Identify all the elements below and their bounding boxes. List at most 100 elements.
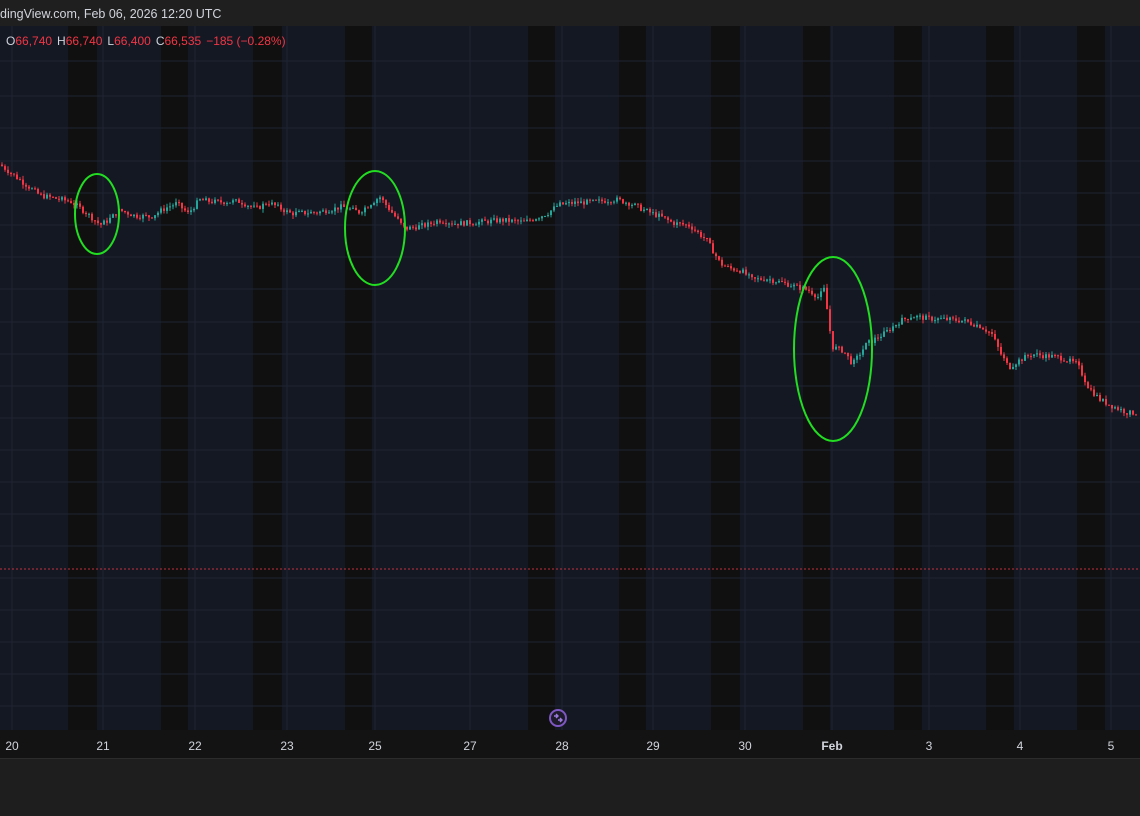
candle-up bbox=[436, 220, 438, 224]
candle-up bbox=[334, 207, 336, 212]
candle-down bbox=[1123, 409, 1125, 414]
replay-icon[interactable] bbox=[549, 709, 567, 727]
candle-down bbox=[877, 337, 879, 339]
off-hours-band bbox=[803, 26, 830, 730]
bottom-panel bbox=[0, 758, 1140, 816]
candle-down bbox=[682, 222, 684, 225]
candle-up bbox=[556, 205, 558, 207]
candle-down bbox=[1108, 404, 1110, 406]
candle-up bbox=[835, 346, 837, 350]
candle-up bbox=[976, 324, 978, 327]
candle-up bbox=[586, 199, 588, 205]
candle-down bbox=[355, 207, 357, 211]
candle-down bbox=[667, 217, 669, 220]
candle-up bbox=[748, 274, 750, 276]
candle-up bbox=[103, 220, 105, 225]
candle-down bbox=[97, 220, 99, 224]
candle-down bbox=[220, 200, 222, 203]
candle-down bbox=[610, 202, 612, 204]
x-tick-label: Feb bbox=[821, 739, 843, 753]
candle-up bbox=[475, 224, 477, 226]
candle-down bbox=[1081, 365, 1083, 376]
candle-up bbox=[277, 204, 279, 206]
x-tick-label: 5 bbox=[1107, 739, 1115, 753]
candle-down bbox=[442, 222, 444, 224]
candle-down bbox=[1039, 353, 1041, 356]
candle-down bbox=[997, 339, 999, 347]
candle-up bbox=[823, 287, 825, 292]
candle-up bbox=[766, 279, 768, 281]
candle-up bbox=[949, 317, 951, 320]
candle-up bbox=[775, 282, 777, 284]
candle-down bbox=[382, 197, 384, 201]
candle-up bbox=[493, 218, 495, 220]
x-tick-label: 4 bbox=[1016, 739, 1024, 753]
candle-down bbox=[1009, 362, 1011, 370]
candle-down bbox=[709, 238, 711, 244]
candle-up bbox=[286, 210, 288, 213]
x-tick-label: 23 bbox=[280, 739, 294, 753]
candle-up bbox=[565, 203, 567, 205]
candle-up bbox=[46, 194, 48, 199]
low-value: 66,400 bbox=[114, 34, 151, 48]
candle-down bbox=[562, 202, 564, 205]
candle-down bbox=[1111, 405, 1113, 409]
off-hours-band bbox=[1077, 26, 1105, 730]
candle-down bbox=[994, 334, 996, 340]
candle-down bbox=[628, 202, 630, 206]
candle-down bbox=[223, 202, 225, 205]
candle-up bbox=[1012, 366, 1014, 370]
candle-down bbox=[970, 321, 972, 325]
off-hours-band bbox=[253, 26, 282, 730]
candle-down bbox=[7, 169, 9, 173]
candle-up bbox=[247, 205, 249, 207]
candle-down bbox=[637, 203, 639, 205]
candle-down bbox=[697, 230, 699, 233]
candle-down bbox=[850, 356, 852, 365]
price-chart[interactable] bbox=[0, 26, 1140, 730]
candle-up bbox=[109, 217, 111, 223]
candle-down bbox=[1000, 346, 1002, 355]
candle-up bbox=[262, 203, 264, 209]
candle-down bbox=[1042, 355, 1044, 359]
candle-up bbox=[1114, 407, 1116, 409]
candle-down bbox=[838, 346, 840, 348]
candle-down bbox=[904, 317, 906, 320]
candle-up bbox=[538, 218, 540, 220]
candle-up bbox=[898, 324, 900, 326]
header-bar: dingView.com, Feb 06, 2026 12:20 UTC bbox=[0, 0, 1140, 27]
candle-up bbox=[613, 201, 615, 203]
candle-up bbox=[169, 206, 171, 208]
candle-down bbox=[289, 210, 291, 213]
candle-up bbox=[76, 203, 78, 206]
candle-up bbox=[373, 202, 375, 206]
candle-up bbox=[166, 207, 168, 211]
candle-down bbox=[826, 287, 828, 310]
candle-up bbox=[409, 226, 411, 230]
candle-down bbox=[397, 216, 399, 219]
off-hours-band bbox=[619, 26, 646, 730]
candle-down bbox=[100, 223, 102, 225]
candle-down bbox=[82, 206, 84, 213]
off-hours-band bbox=[345, 26, 372, 730]
candle-down bbox=[394, 212, 396, 217]
candle-down bbox=[292, 212, 294, 216]
time-axis[interactable]: 20 21 22 23 25 27 28 29 30 Feb 3 4 5 bbox=[0, 730, 1140, 758]
candle-up bbox=[574, 201, 576, 204]
candle-down bbox=[1132, 410, 1134, 415]
candle-down bbox=[712, 243, 714, 254]
candle-up bbox=[352, 207, 354, 209]
candle-down bbox=[13, 173, 15, 175]
candle-down bbox=[1, 164, 3, 167]
candle-up bbox=[757, 278, 759, 280]
candle-up bbox=[868, 340, 870, 343]
candle-up bbox=[226, 203, 228, 205]
candle-down bbox=[1084, 375, 1086, 383]
candle-down bbox=[472, 224, 474, 226]
candle-up bbox=[295, 211, 297, 216]
chart-canvas[interactable] bbox=[0, 26, 1140, 730]
candle-down bbox=[283, 209, 285, 213]
change-value: −185 (−0.28%) bbox=[206, 34, 286, 48]
annotation-circle bbox=[793, 256, 873, 442]
candle-up bbox=[253, 205, 255, 207]
